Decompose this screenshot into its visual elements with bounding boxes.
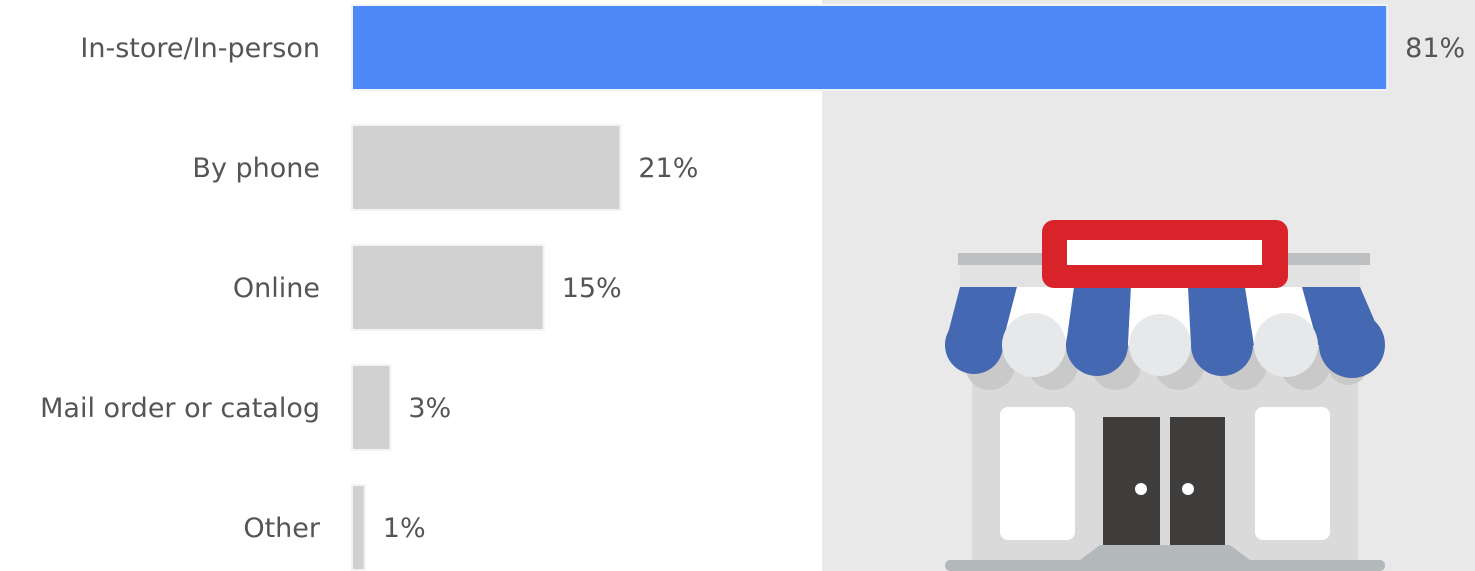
bar xyxy=(351,364,392,451)
category-label: Mail order or catalog xyxy=(40,393,320,424)
category-label: Online xyxy=(233,273,320,304)
store-illustration xyxy=(945,220,1385,571)
bar xyxy=(351,244,545,331)
bar xyxy=(351,124,622,211)
value-label: 81% xyxy=(1405,33,1465,64)
value-label: 3% xyxy=(408,393,451,424)
value-label: 15% xyxy=(562,273,622,304)
bar xyxy=(351,4,1389,91)
category-label: In-store/In-person xyxy=(80,33,320,64)
category-label: By phone xyxy=(192,153,320,184)
bar xyxy=(351,484,366,571)
category-label: Other xyxy=(243,513,321,544)
value-label: 1% xyxy=(383,513,426,544)
value-label: 21% xyxy=(638,153,698,184)
